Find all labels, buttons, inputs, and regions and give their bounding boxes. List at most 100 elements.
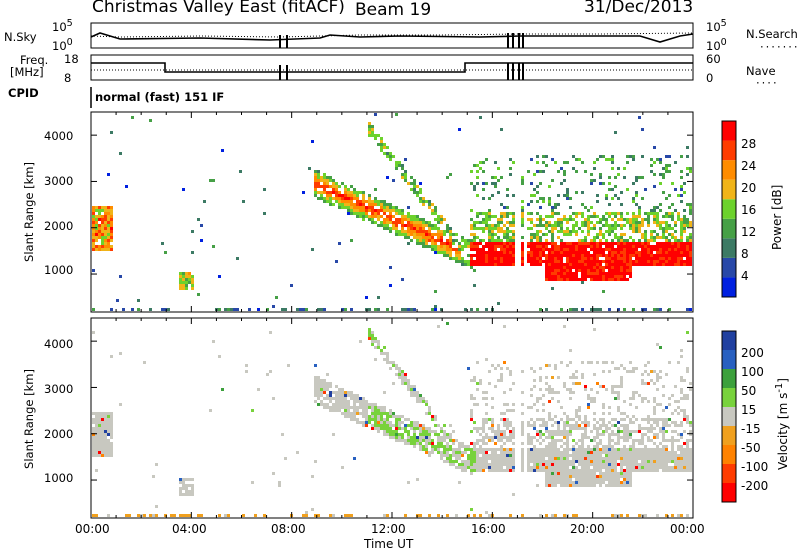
- power-cell: [350, 206, 353, 209]
- velocity-cell: [548, 457, 551, 460]
- power-cell: [533, 263, 536, 266]
- power-cell: [536, 236, 539, 239]
- velocity-cell: [677, 406, 680, 409]
- power-cell: [575, 221, 578, 224]
- power-cell: [584, 269, 587, 272]
- velocity-cell: [368, 421, 371, 424]
- power-cell: [656, 260, 659, 263]
- velocity-cell: [611, 460, 614, 463]
- power-cell: [356, 191, 359, 194]
- velocity-cell: [452, 442, 455, 445]
- velocity-cell: [272, 397, 275, 400]
- power-cell: [110, 206, 113, 209]
- velocity-cell: [182, 478, 185, 481]
- velocity-cell: [533, 457, 536, 460]
- power-cell: [416, 218, 419, 221]
- velocity-cell: [635, 451, 638, 454]
- power-cell: [650, 257, 653, 260]
- power-cell: [428, 203, 431, 206]
- power-cell: [590, 206, 593, 209]
- velocity-cell: [539, 463, 542, 466]
- velocity-cell: [665, 463, 668, 466]
- velocity-cell: [92, 427, 95, 430]
- velocity-cell: [473, 514, 476, 517]
- power-cell: [560, 227, 563, 230]
- velocity-cell: [536, 463, 539, 466]
- power-cell: [329, 191, 332, 194]
- velocity-cell: [152, 475, 155, 478]
- velocity-cell: [362, 421, 365, 424]
- velocity-cell: [314, 391, 317, 394]
- power-cell: [506, 251, 509, 254]
- power-cell: [599, 230, 602, 233]
- power-cell: [449, 227, 452, 230]
- velocity-cell: [482, 442, 485, 445]
- power-cell: [440, 245, 443, 248]
- velocity-cell: [482, 418, 485, 421]
- velocity-cell: [389, 409, 392, 412]
- velocity-cell: [602, 457, 605, 460]
- power-cell: [473, 224, 476, 227]
- velocity-cell: [542, 403, 545, 406]
- power-cell: [98, 215, 101, 218]
- power-cell: [344, 188, 347, 191]
- velocity-cell: [629, 451, 632, 454]
- power-cell: [440, 215, 443, 218]
- power-cell: [497, 218, 500, 221]
- velocity-cell: [641, 373, 644, 376]
- velocity-cell: [608, 433, 611, 436]
- velocity-cell: [563, 469, 566, 472]
- power-cell: [521, 251, 524, 254]
- velocity-cell: [353, 403, 356, 406]
- velocity-cell: [314, 460, 317, 463]
- power-cell: [431, 203, 434, 206]
- power-cb-24: 24: [741, 159, 757, 173]
- power-cell: [497, 251, 500, 254]
- velocity-cell: [419, 439, 422, 442]
- velocity-cell: [395, 433, 398, 436]
- velocity-cell: [623, 424, 626, 427]
- power-cell: [512, 239, 515, 242]
- power-cell: [590, 242, 593, 245]
- velocity-cell: [350, 397, 353, 400]
- power-cell: [581, 230, 584, 233]
- power-cell: [353, 188, 356, 191]
- power-cell: [488, 233, 491, 236]
- velocity-cell: [620, 412, 623, 415]
- power-cell: [569, 206, 572, 209]
- velocity-cell: [626, 460, 629, 463]
- power-cell: [575, 260, 578, 263]
- power-cell: [545, 275, 548, 278]
- power-cell: [560, 266, 563, 269]
- power-cell: [437, 221, 440, 224]
- power-cell: [395, 233, 398, 236]
- power-cell: [401, 233, 404, 236]
- power-cell: [665, 242, 668, 245]
- velocity-cell: [104, 424, 107, 427]
- power-cell: [617, 218, 620, 221]
- power-cell: [323, 173, 326, 176]
- velocity-cell: [491, 466, 494, 469]
- power-cell: [398, 230, 401, 233]
- velocity-cell: [557, 433, 560, 436]
- power-cell: [494, 224, 497, 227]
- power-cell: [668, 227, 671, 230]
- velocity-cell: [632, 439, 635, 442]
- power-cell: [608, 188, 611, 191]
- nave-label: Nave: [746, 64, 776, 78]
- velocity-cell: [659, 346, 662, 349]
- velocity-cell: [671, 466, 674, 469]
- velocity-cell: [125, 514, 128, 517]
- velocity-cell: [323, 391, 326, 394]
- power-colorbar-swatch: [722, 199, 736, 219]
- velocity-cell: [665, 448, 668, 451]
- velocity-cell: [92, 421, 95, 424]
- power-cell: [608, 266, 611, 269]
- velocity-cell: [506, 436, 509, 439]
- velocity-cell: [590, 454, 593, 457]
- power-cell: [386, 209, 389, 212]
- power-cell: [395, 113, 398, 116]
- power-cell: [470, 266, 473, 269]
- power-cell: [374, 188, 377, 191]
- velocity-cell: [662, 457, 665, 460]
